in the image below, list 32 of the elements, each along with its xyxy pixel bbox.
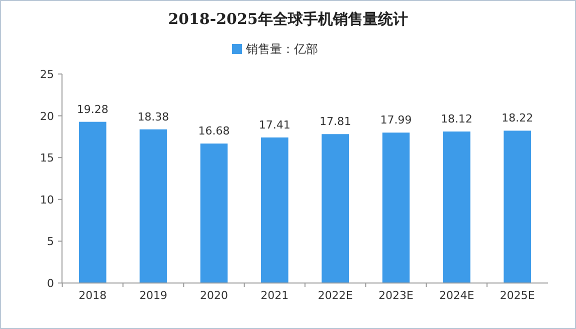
chart-title: 2018-2025年全球手机销售量统计: [168, 10, 408, 28]
data-label: 18.12: [440, 112, 472, 126]
bar: [443, 132, 470, 283]
y-tick-label: 5: [47, 235, 54, 248]
x-tick-label: 2023E: [378, 289, 414, 302]
x-tick-label: 2022E: [318, 289, 353, 302]
x-tick-label: 2024E: [439, 289, 474, 302]
legend-label: 销售量：亿部: [245, 42, 318, 56]
bar: [261, 137, 288, 283]
bar: [200, 144, 228, 283]
bar: [140, 129, 167, 283]
data-label: 19.28: [76, 102, 108, 116]
bar: [322, 134, 349, 283]
bar: [382, 132, 410, 283]
y-tick-label: 20: [40, 110, 54, 123]
data-label: 17.81: [320, 115, 352, 128]
x-tick-label: 2025E: [500, 289, 535, 302]
data-label: 17.99: [380, 114, 412, 127]
bar: [504, 130, 532, 283]
y-tick-label: 10: [40, 193, 54, 206]
y-tick-label: 25: [40, 68, 54, 81]
y-tick-label: 15: [40, 152, 54, 165]
x-tick-label: 2020: [200, 289, 228, 302]
bar: [78, 122, 106, 283]
data-label: 18.22: [502, 112, 534, 125]
y-tick-label: 0: [47, 277, 54, 290]
x-tick-label: 2019: [139, 289, 168, 302]
data-label: 17.41: [258, 118, 290, 132]
x-tick-label: 2018: [78, 289, 107, 302]
data-label: 16.68: [198, 124, 230, 138]
x-tick-label: 2021: [260, 289, 289, 302]
data-label: 18.38: [138, 110, 170, 124]
